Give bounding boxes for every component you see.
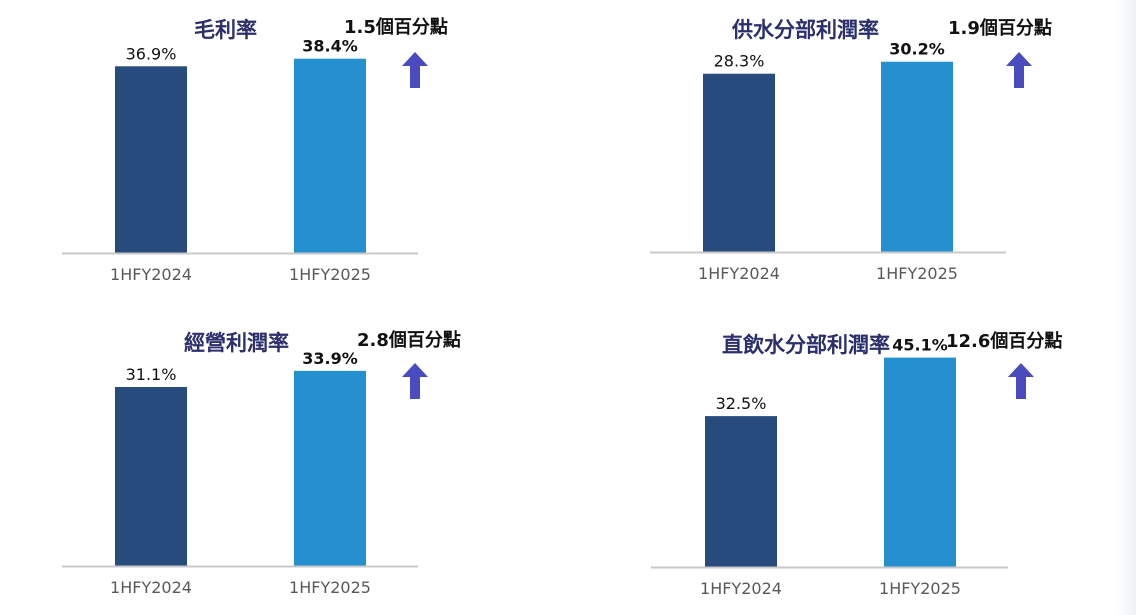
chart-panel-operating-margin: 經營利潤率 2.8個百分點 31.1% 1HFY2024 33.9% 1HFY2025: [0, 307, 568, 614]
x-tick-label: 1HFY2025: [289, 265, 371, 284]
up-arrow-icon: [402, 363, 428, 399]
chart-title: 供水分部利潤率: [732, 18, 879, 42]
chart-title: 毛利率: [194, 18, 257, 42]
bar-1hfy2025: [294, 370, 366, 566]
change-annotation: 12.6個百分點: [946, 331, 1063, 352]
bar-chart: 28.3% 1HFY2024 30.2% 1HFY2025: [650, 40, 1006, 283]
up-arrow-icon: [1008, 363, 1034, 399]
x-tick-label: 1HFY2025: [876, 264, 958, 283]
bar-chart: 36.9% 1HFY2024 38.4% 1HFY2025: [62, 37, 418, 284]
up-arrow-icon: [402, 52, 428, 88]
bar-chart: 31.1% 1HFY2024 33.9% 1HFY2025: [62, 349, 418, 597]
data-label: 32.5%: [716, 394, 767, 413]
x-tick-label: 1HFY2024: [700, 579, 782, 598]
bar-1hfy2024: [115, 387, 187, 566]
bar-1hfy2025: [884, 357, 956, 567]
bar-1hfy2024: [115, 66, 187, 253]
page-edge-shade: [1116, 0, 1136, 615]
x-tick-label: 1HFY2025: [289, 578, 371, 597]
x-tick-label: 1HFY2025: [879, 579, 961, 598]
up-arrow-icon: [1006, 52, 1032, 88]
data-label: 36.9%: [126, 44, 177, 63]
data-label: 33.9%: [302, 349, 358, 368]
bar-1hfy2025: [881, 61, 953, 252]
bar-1hfy2024: [703, 73, 775, 253]
data-label: 30.2%: [889, 40, 945, 59]
change-annotation: 1.9個百分點: [948, 18, 1052, 39]
x-tick-label: 1HFY2024: [698, 264, 780, 283]
x-tick-label: 1HFY2024: [110, 578, 192, 597]
chart-panel-water-supply-margin: 供水分部利潤率 1.9個百分點 28.3% 1HFY2024 30.2% 1HFY20…: [568, 0, 1136, 307]
chart-panel-gross-margin: 毛利率 1.5個百分點 36.9% 1HFY2024 38.4% 1HFY2025: [0, 0, 568, 307]
chart-title: 直飲水分部利潤率: [722, 333, 890, 357]
data-label: 28.3%: [714, 52, 765, 71]
data-label: 45.1%: [892, 336, 948, 355]
bar-chart: 32.5% 1HFY2024 45.1% 1HFY2025: [651, 336, 1008, 598]
data-label: 38.4%: [302, 37, 358, 56]
change-annotation: 2.8個百分點: [357, 330, 461, 351]
bar-1hfy2024: [705, 416, 777, 567]
chart-title: 經營利潤率: [184, 331, 289, 355]
bar-1hfy2025: [294, 58, 366, 253]
x-tick-label: 1HFY2024: [110, 265, 192, 284]
data-label: 31.1%: [126, 365, 177, 384]
change-annotation: 1.5個百分點: [344, 17, 448, 38]
chart-panel-direct-drinking-water-margin: 直飲水分部利潤率 12.6個百分點 32.5% 1HFY2024 45.1% 1HFY…: [568, 307, 1136, 614]
